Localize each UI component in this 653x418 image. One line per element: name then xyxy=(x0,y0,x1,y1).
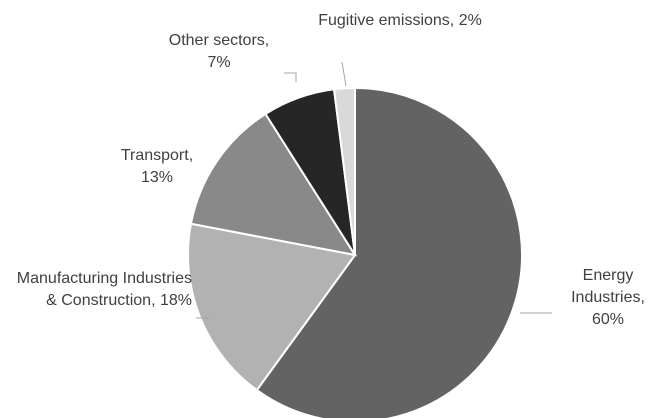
category-label: Transport, xyxy=(120,147,194,164)
pie-slice xyxy=(187,222,357,392)
slice-label: Other sectors, 7% xyxy=(160,30,278,74)
pie-slice xyxy=(189,112,358,257)
category-label: Manufacturing Industries & Construction, xyxy=(16,270,192,309)
value-label: 13% xyxy=(140,169,174,186)
category-label: Other sectors, xyxy=(168,32,270,49)
value-label: 60% xyxy=(591,311,625,328)
slice-label: Energy Industries, 60% xyxy=(560,265,653,331)
leader-line xyxy=(284,72,297,82)
slice-label: Fugitive emissions, 2% xyxy=(318,10,482,32)
category-label: Fugitive emissions, xyxy=(318,12,455,29)
value-label: 7% xyxy=(207,54,231,71)
leader-line xyxy=(341,61,347,87)
slice-label: Manufacturing Industries & Construction,… xyxy=(6,268,192,312)
pie-slice xyxy=(332,86,356,256)
value-label: 18% xyxy=(159,292,192,309)
category-label: Energy Industries, xyxy=(571,267,645,306)
value-label: 2% xyxy=(458,12,482,29)
pie-slice xyxy=(255,86,523,418)
slice-label: Transport, 13% xyxy=(110,145,204,189)
